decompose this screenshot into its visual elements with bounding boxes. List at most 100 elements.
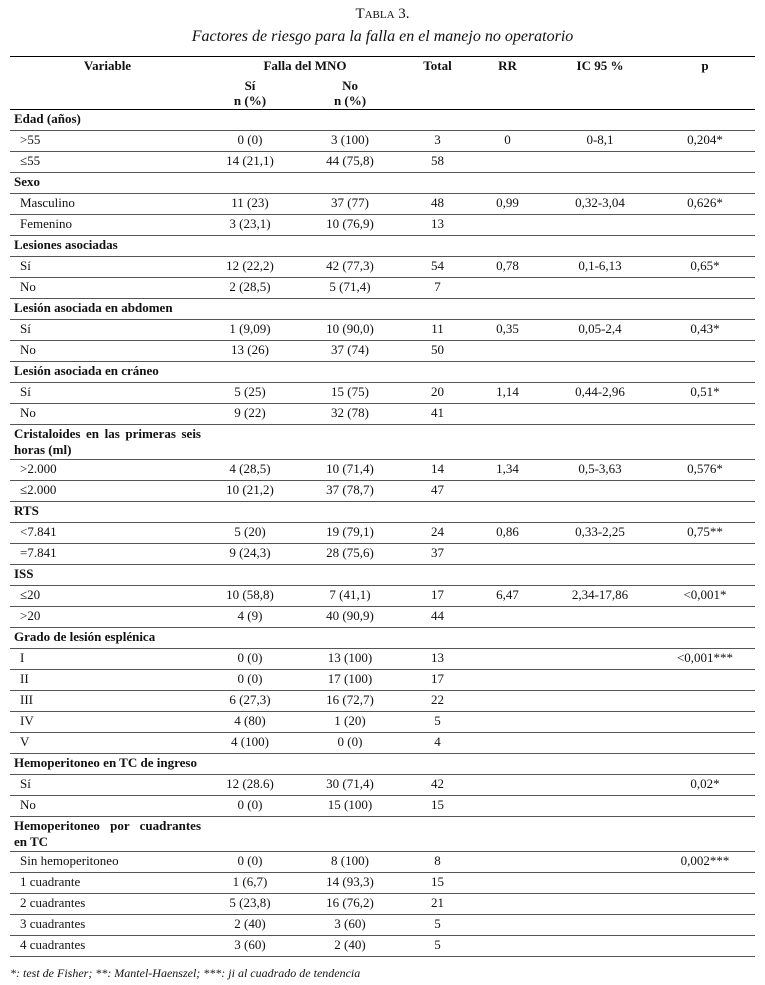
header-cell: RR xyxy=(470,56,546,77)
empty-cell xyxy=(405,816,471,852)
cell: 13 xyxy=(405,648,471,670)
cell: 0 xyxy=(470,130,546,152)
cell: 17 xyxy=(405,669,471,691)
empty-cell xyxy=(295,564,406,586)
cell: 3 (60) xyxy=(295,914,406,936)
empty-cell xyxy=(655,501,756,523)
empty-cell xyxy=(205,564,295,586)
row-label: III xyxy=(10,690,205,712)
header-cell: Sí xyxy=(244,78,256,93)
empty-cell xyxy=(405,564,471,586)
cell: 3 (60) xyxy=(205,935,295,957)
cell: <0,001* xyxy=(655,585,756,607)
empty-cell xyxy=(405,298,471,320)
cell: 47 xyxy=(405,480,471,502)
cell: 22 xyxy=(405,690,471,712)
cell xyxy=(545,403,656,425)
cell: 10 (90,0) xyxy=(295,319,406,341)
cell xyxy=(545,151,656,173)
cell xyxy=(545,774,656,796)
cell: 32 (78) xyxy=(295,403,406,425)
cell xyxy=(655,893,756,915)
cell xyxy=(545,872,656,894)
empty-cell xyxy=(205,501,295,523)
data-row: 4 cuadrantes 3 (60) 2 (40) 5 xyxy=(10,935,756,957)
cell: 5 xyxy=(405,914,471,936)
data-row: No 9 (22) 32 (78) 41 xyxy=(10,403,756,425)
cell xyxy=(655,711,756,733)
cell: 6 (27,3) xyxy=(205,690,295,712)
cell: 19 (79,1) xyxy=(295,522,406,544)
cell: 4 (100) xyxy=(205,732,295,754)
empty-cell xyxy=(655,753,756,775)
cell: 0,78 xyxy=(470,256,546,278)
row-label: Sí xyxy=(10,319,205,341)
row-label: Masculino xyxy=(10,193,205,215)
data-row: Sí 5 (25) 15 (75) 20 1,14 0,44-2,96 0,51* xyxy=(10,382,756,404)
cell xyxy=(655,872,756,894)
cell xyxy=(470,690,546,712)
cell: 12 (22,2) xyxy=(205,256,295,278)
cell: 13 xyxy=(405,214,471,236)
cell xyxy=(655,277,756,299)
cell: 0,65* xyxy=(655,256,756,278)
cell xyxy=(470,711,546,733)
empty-cell xyxy=(470,816,546,852)
cell: 2 (40) xyxy=(205,914,295,936)
cell: 37 (74) xyxy=(295,340,406,362)
cell: 4 xyxy=(405,732,471,754)
cell: 0,51* xyxy=(655,382,756,404)
empty-cell xyxy=(655,109,756,131)
cell: 5 (23,8) xyxy=(205,893,295,915)
cell: 0,5-3,63 xyxy=(545,459,656,481)
cell: 3 xyxy=(405,130,471,152)
empty-cell xyxy=(405,235,471,257)
cell: 10 (76,9) xyxy=(295,214,406,236)
cell xyxy=(545,648,656,670)
empty-cell xyxy=(295,501,406,523)
cell: 5 (20) xyxy=(205,522,295,544)
cell xyxy=(470,480,546,502)
cell: 15 (75) xyxy=(295,382,406,404)
header-cell: p xyxy=(655,56,756,77)
cell xyxy=(545,606,656,628)
row-label: =7.841 xyxy=(10,543,205,565)
header-unit: n (%) xyxy=(233,93,267,108)
cell: 16 (76,2) xyxy=(295,893,406,915)
data-row: No 2 (28,5) 5 (71,4) 7 xyxy=(10,277,756,299)
empty-cell xyxy=(545,424,656,460)
group-title: Grado de lesión esplénica xyxy=(10,627,205,649)
cell: 48 xyxy=(405,193,471,215)
empty-cell xyxy=(295,753,406,775)
cell: 1 (20) xyxy=(295,711,406,733)
cell xyxy=(470,935,546,957)
data-row: <7.841 5 (20) 19 (79,1) 24 0,86 0,33-2,25 0,75… xyxy=(10,522,756,544)
cell: 7 (41,1) xyxy=(295,585,406,607)
cell: 0,204* xyxy=(655,130,756,152)
empty-cell xyxy=(545,627,656,649)
cell xyxy=(655,214,756,236)
data-row: 2 cuadrantes 5 (23,8) 16 (76,2) 21 xyxy=(10,893,756,915)
group-title: Hemoperitoneo por cuadrantes en TC xyxy=(10,816,205,852)
cell: 28 (75,6) xyxy=(295,543,406,565)
cell: 0 (0) xyxy=(205,851,295,873)
empty-cell xyxy=(295,361,406,383)
cell: 37 (78,7) xyxy=(295,480,406,502)
empty-cell xyxy=(470,424,546,460)
cell xyxy=(470,151,546,173)
data-row: >20 4 (9) 40 (90,9) 44 xyxy=(10,606,756,628)
header-cell: IC 95 % xyxy=(545,56,656,77)
cell: 0 (0) xyxy=(205,130,295,152)
cell xyxy=(655,935,756,957)
risk-table: Variable Falla del MNO Total RR IC 95 % … xyxy=(10,56,756,957)
empty-cell xyxy=(470,501,546,523)
cell: 11 (23) xyxy=(205,193,295,215)
cell: 15 (100) xyxy=(295,795,406,817)
row-label: >55 xyxy=(10,130,205,152)
cell: 0,32-3,04 xyxy=(545,193,656,215)
empty-cell xyxy=(470,564,546,586)
cell: 6,47 xyxy=(470,585,546,607)
cell: 20 xyxy=(405,382,471,404)
empty-cell xyxy=(655,235,756,257)
